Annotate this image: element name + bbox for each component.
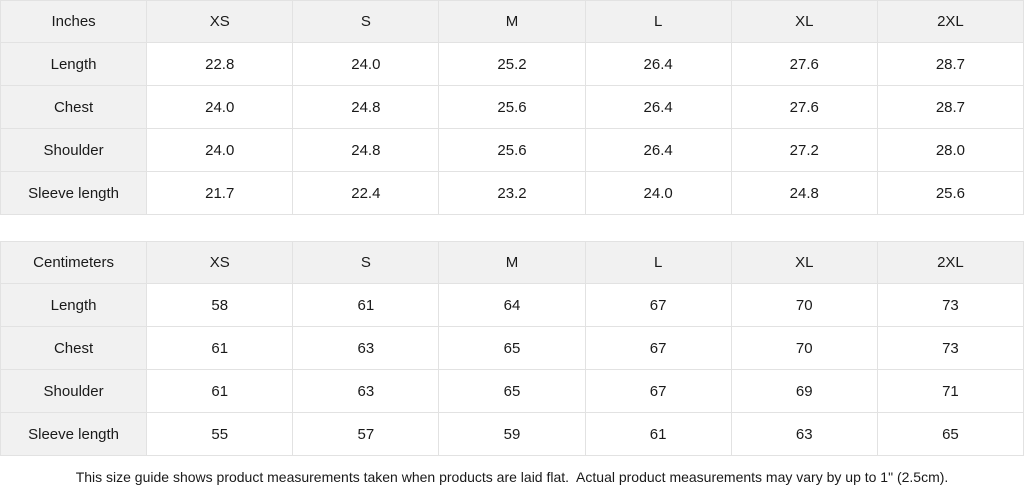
measurement-value-cell: 65 <box>876 412 1024 456</box>
measurement-value-cell: 61 <box>146 369 294 413</box>
centimeters-table: Centimeters XS S M L XL 2XL Length 58 61 64 67 70 73 C… <box>0 241 1024 456</box>
size-column-header: XL <box>730 241 878 284</box>
size-column-header: L <box>584 0 732 43</box>
footer-note: This size guide shows product measuremen… <box>0 456 1024 498</box>
measurement-value-cell: 70 <box>730 326 878 370</box>
table-row: Chest 24.0 24.8 25.6 26.4 27.6 28.7 <box>0 85 1024 129</box>
measurement-value-cell: 61 <box>146 326 294 370</box>
measurement-value-cell: 24.0 <box>292 42 440 86</box>
measurement-value-cell: 70 <box>730 283 878 327</box>
size-column-header: S <box>292 0 440 43</box>
measurement-value-cell: 55 <box>146 412 294 456</box>
measurement-label-cell: Length <box>0 42 148 86</box>
measurement-value-cell: 22.8 <box>146 42 294 86</box>
table-row: Sleeve length 21.7 22.4 23.2 24.0 24.8 25.6 <box>0 171 1024 215</box>
measurement-label-cell: Shoulder <box>0 128 148 172</box>
unit-header-cell: Inches <box>0 0 148 43</box>
measurement-label-cell: Chest <box>0 326 148 370</box>
measurement-value-cell: 58 <box>146 283 294 327</box>
measurement-label-cell: Sleeve length <box>0 171 148 215</box>
measurement-value-cell: 61 <box>584 412 732 456</box>
measurement-value-cell: 24.8 <box>292 128 440 172</box>
table-gap <box>0 215 1024 241</box>
size-column-header: 2XL <box>876 241 1024 284</box>
measurement-value-cell: 24.0 <box>146 128 294 172</box>
table-header-row: Centimeters XS S M L XL 2XL <box>0 241 1024 284</box>
measurement-value-cell: 61 <box>292 283 440 327</box>
measurement-label-cell: Sleeve length <box>0 412 148 456</box>
measurement-value-cell: 25.2 <box>438 42 586 86</box>
size-column-header: XL <box>730 0 878 43</box>
measurement-value-cell: 28.7 <box>876 85 1024 129</box>
table-row: Sleeve length 55 57 59 61 63 65 <box>0 412 1024 456</box>
measurement-value-cell: 25.6 <box>438 128 586 172</box>
table-row: Length 58 61 64 67 70 73 <box>0 283 1024 327</box>
measurement-value-cell: 21.7 <box>146 171 294 215</box>
measurement-value-cell: 25.6 <box>876 171 1024 215</box>
measurement-label-cell: Shoulder <box>0 369 148 413</box>
measurement-value-cell: 63 <box>292 369 440 413</box>
unit-header-cell: Centimeters <box>0 241 148 284</box>
size-column-header: S <box>292 241 440 284</box>
table-row: Shoulder 61 63 65 67 69 71 <box>0 369 1024 413</box>
measurement-value-cell: 67 <box>584 326 732 370</box>
measurement-value-cell: 22.4 <box>292 171 440 215</box>
measurement-value-cell: 28.7 <box>876 42 1024 86</box>
measurement-label-cell: Length <box>0 283 148 327</box>
measurement-value-cell: 65 <box>438 326 586 370</box>
measurement-label-cell: Chest <box>0 85 148 129</box>
measurement-value-cell: 69 <box>730 369 878 413</box>
measurement-value-cell: 71 <box>876 369 1024 413</box>
table-row: Shoulder 24.0 24.8 25.6 26.4 27.2 28.0 <box>0 128 1024 172</box>
measurement-value-cell: 24.0 <box>146 85 294 129</box>
measurement-value-cell: 63 <box>730 412 878 456</box>
size-column-header: 2XL <box>876 0 1024 43</box>
table-row: Chest 61 63 65 67 70 73 <box>0 326 1024 370</box>
measurement-value-cell: 67 <box>584 283 732 327</box>
measurement-value-cell: 27.6 <box>730 85 878 129</box>
measurement-value-cell: 25.6 <box>438 85 586 129</box>
size-column-header: M <box>438 241 586 284</box>
measurement-value-cell: 26.4 <box>584 85 732 129</box>
size-column-header: M <box>438 0 586 43</box>
measurement-value-cell: 64 <box>438 283 586 327</box>
size-column-header: L <box>584 241 732 284</box>
measurement-value-cell: 27.2 <box>730 128 878 172</box>
inches-table: Inches XS S M L XL 2XL Length 22.8 24.0 25.2 26.4 27… <box>0 0 1024 215</box>
measurement-value-cell: 28.0 <box>876 128 1024 172</box>
measurement-value-cell: 65 <box>438 369 586 413</box>
measurement-value-cell: 27.6 <box>730 42 878 86</box>
measurement-value-cell: 24.0 <box>584 171 732 215</box>
measurement-value-cell: 24.8 <box>292 85 440 129</box>
measurement-value-cell: 73 <box>876 283 1024 327</box>
measurement-value-cell: 26.4 <box>584 128 732 172</box>
measurement-value-cell: 63 <box>292 326 440 370</box>
measurement-value-cell: 73 <box>876 326 1024 370</box>
table-header-row: Inches XS S M L XL 2XL <box>0 0 1024 43</box>
table-row: Length 22.8 24.0 25.2 26.4 27.6 28.7 <box>0 42 1024 86</box>
measurement-value-cell: 26.4 <box>584 42 732 86</box>
measurement-value-cell: 23.2 <box>438 171 586 215</box>
measurement-value-cell: 24.8 <box>730 171 878 215</box>
size-column-header: XS <box>146 241 294 284</box>
measurement-value-cell: 67 <box>584 369 732 413</box>
measurement-value-cell: 59 <box>438 412 586 456</box>
measurement-value-cell: 57 <box>292 412 440 456</box>
size-column-header: XS <box>146 0 294 43</box>
